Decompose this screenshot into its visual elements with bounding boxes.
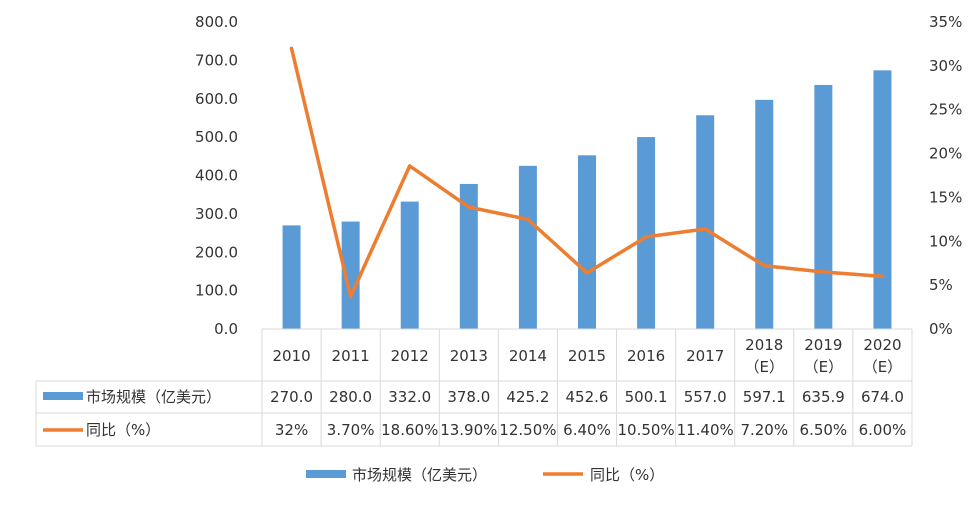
table-cell-market-size: 500.1	[625, 388, 668, 406]
line-point	[408, 164, 412, 168]
table-cell-market-size: 674.0	[861, 388, 904, 406]
line-point	[762, 264, 766, 268]
legend-label: 同比（%）	[590, 466, 664, 484]
table-cell-yoy: 7.20%	[740, 421, 788, 439]
line-point	[585, 271, 589, 275]
bar	[873, 70, 892, 329]
category-label: （E）	[804, 358, 843, 376]
right-axis-tick-label: 25%	[929, 101, 962, 119]
line-point	[644, 235, 648, 239]
left-axis-tick-label: 300.0	[195, 205, 238, 223]
line-point	[703, 227, 707, 231]
line-point	[467, 205, 471, 209]
left-axis-tick-label: 800.0	[195, 13, 238, 31]
table-cell-yoy: 6.00%	[859, 421, 907, 439]
table-cell-yoy: 13.90%	[440, 421, 497, 439]
table-cell-yoy: 6.50%	[800, 421, 848, 439]
table-cell-market-size: 557.0	[684, 388, 727, 406]
table-cell-market-size: 270.0	[270, 388, 313, 406]
table-row-header: 同比（%）	[86, 421, 160, 439]
bar	[459, 183, 478, 329]
data-table: 2010 2011 2012 2013 2014 2015 2016 2017 2018 （E） 2…	[35, 328, 913, 447]
table-row-header: 市场规模（亿美元）	[86, 388, 221, 406]
right-axis-tick-label: 30%	[929, 57, 962, 75]
table-cell-market-size: 452.6	[566, 388, 609, 406]
bar	[637, 137, 656, 329]
bar	[518, 165, 537, 329]
legend-label: 市场规模（亿美元）	[352, 466, 487, 484]
left-axis-tick-label: 700.0	[195, 51, 238, 69]
category-label: 2016	[627, 347, 665, 365]
category-label: 2019	[804, 336, 842, 354]
table-cell-yoy: 6.40%	[563, 421, 611, 439]
right-axis-tick-label: 0%	[929, 320, 953, 338]
left-axis-tick-label: 600.0	[195, 90, 238, 108]
category-label: 2020	[863, 336, 901, 354]
bar	[814, 84, 833, 329]
category-label: 2012	[391, 347, 429, 365]
right-axis-tick-label: 5%	[929, 276, 953, 294]
right-axis-tick-label: 35%	[929, 13, 962, 31]
line-point	[290, 46, 294, 50]
bar	[755, 99, 774, 329]
table-cell-market-size: 635.9	[802, 388, 845, 406]
line-point	[880, 274, 884, 278]
table-cell-yoy: 12.50%	[499, 421, 556, 439]
category-label: 2015	[568, 347, 606, 365]
table-cell-market-size: 280.0	[329, 388, 372, 406]
bar	[696, 115, 715, 329]
table-cell-market-size: 378.0	[447, 388, 490, 406]
left-axis-tick-label: 100.0	[195, 282, 238, 300]
table-cell-market-size: 332.0	[388, 388, 431, 406]
bar	[578, 155, 596, 329]
category-label: 2014	[509, 347, 547, 365]
category-label: 2017	[686, 347, 724, 365]
table-cell-yoy: 3.70%	[327, 421, 375, 439]
line-point	[821, 270, 825, 274]
table-cell-yoy: 10.50%	[617, 421, 674, 439]
legend: 市场规模（亿美元） 同比（%）	[306, 466, 664, 484]
bar-series-market-size	[282, 70, 892, 329]
table-legend-key-bar	[43, 392, 83, 400]
category-label: 2011	[332, 347, 370, 365]
table-cell-yoy: 11.40%	[677, 421, 734, 439]
category-label: （E）	[863, 358, 902, 376]
category-label: 2010	[272, 347, 310, 365]
left-axis-tick-label: 500.0	[195, 128, 238, 146]
category-label: 2013	[450, 347, 488, 365]
table-cell-yoy: 18.60%	[381, 421, 438, 439]
line-point	[526, 217, 530, 221]
table-cell-market-size: 425.2	[506, 388, 549, 406]
right-y-axis: 0% 5% 10% 15% 20% 25% 30% 35%	[929, 13, 962, 338]
table-cell-yoy: 32%	[275, 421, 308, 439]
left-axis-tick-label: 200.0	[195, 243, 238, 261]
line-series-yoy	[289, 46, 885, 299]
category-label: （E）	[745, 358, 784, 376]
bar	[400, 201, 419, 329]
bar	[282, 225, 301, 329]
line-point	[349, 295, 353, 299]
right-axis-tick-label: 15%	[929, 188, 962, 206]
right-axis-tick-label: 10%	[929, 232, 962, 250]
legend-key-bar	[306, 470, 346, 478]
left-axis-tick-label: 400.0	[195, 167, 238, 185]
table-cell-market-size: 597.1	[743, 388, 786, 406]
right-axis-tick-label: 20%	[929, 145, 962, 163]
category-label: 2018	[745, 336, 783, 354]
left-axis-tick-label: 0.0	[214, 320, 238, 338]
left-y-axis: 0.0 100.0 200.0 300.0 400.0 500.0 600.0 700.0 80…	[195, 13, 238, 338]
bar	[341, 221, 360, 329]
